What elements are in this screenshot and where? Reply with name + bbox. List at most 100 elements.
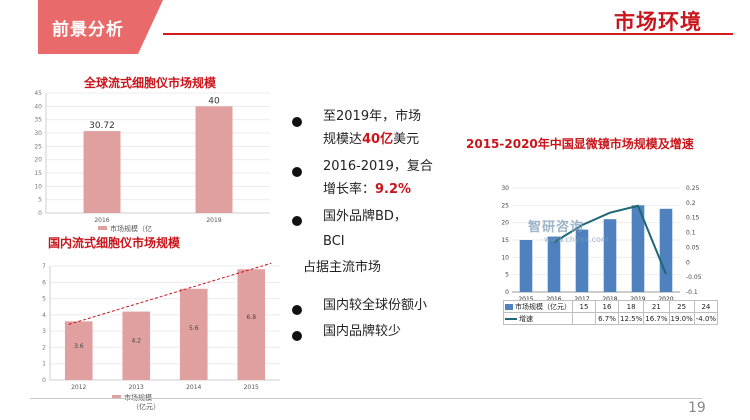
x-tick-label: 2018 [602,296,617,303]
table-cell: 25 [668,300,695,313]
chart3-title: 2015-2020年中国显微镜市场规模及增速 [466,137,694,151]
y-tick-label: 7 [42,263,46,270]
microscope-data-table: 市场规模（亿元） 15 16 18 21 25 24 增速 6.7% 12.5% 16.7% 1… [503,300,719,325]
chart2-title: 国内流式细胞仪市场规模 [48,236,181,250]
table-cell: 16 [595,300,619,313]
x-tick-label: 2020 [658,296,673,303]
y2-tick-label: 0.05 [686,244,700,251]
legend-label: 市场规模 [124,393,152,402]
bullet-dot [292,117,302,127]
bar [237,269,266,380]
data-label: 5.6 [189,325,199,332]
legend-text: 市场规模（亿元） [515,302,571,311]
legend-line [505,317,517,320]
bar [575,229,589,292]
y-tick-label: 20 [34,157,42,164]
y2-tick-label: 0.1 [686,230,696,237]
table-row: 增速 6.7% 12.5% 16.7% 19.0% -4.0% [503,312,719,325]
table-cell: -4.0% [693,312,719,325]
bullet-3-line1: 国外品牌BD， [323,209,407,224]
legend-swatch [505,303,513,310]
x-tick-label: 2015 [244,384,259,391]
bullet-1: 至2019年，市场 规模达40亿美元 [323,105,421,151]
y-tick-label: 20 [501,220,509,227]
data-label: 30.72 [89,121,115,131]
data-label: 40 [208,96,220,106]
y-tick-label: 0 [38,210,42,217]
bar [195,106,233,213]
bullet-dot [292,331,302,341]
y2-tick-label: -0.05 [686,274,702,281]
table-cell: 15 [572,300,596,313]
y-tick-label: 0 [505,289,509,296]
y-tick-label: 10 [501,254,509,261]
microscope-market-chart: 0 5 10 15 20 25 30 -0.1 -0.05 0 0.05 0.1 0.15 0.2 0.25… [501,185,702,303]
x-tick-label: 2019 [206,217,221,224]
bullet-2-line1: 2016-2019，复合 [323,159,433,174]
slide-title: 市场环境 [614,10,702,34]
data-label: 4.2 [131,337,141,344]
y-tick-label: 5 [42,296,46,303]
y-tick-label: 15 [34,170,42,177]
domestic-market-chart: 0 1 2 3 4 5 6 7 2012 3.6 2013 4.2 2014 5.6 2015 6.8 市场规模… [42,262,280,410]
y-tick-label: 3 [42,328,46,335]
bullet-2-line2: 增长率：9.2% [323,178,433,201]
row-label: 市场规模（亿元） [503,300,573,313]
y-tick-label: 45 [34,90,42,97]
section-label: 前景分析 [52,20,124,40]
bullet-2: 2016-2019，复合 增长率：9.2% [323,155,433,201]
table-cell: 16.7% [643,312,670,325]
y-tick-label: 6 [42,279,46,286]
table-cell: 18 [617,300,645,313]
bar [659,208,673,292]
bullet-4: 国内较全球份额小 [323,298,428,313]
y-tick-label: 1 [42,361,46,368]
section-banner: 前景分析 [38,0,163,54]
legend-label: （亿元） [132,402,160,410]
bar [64,321,93,380]
bar [519,240,533,292]
bar [603,219,617,292]
page-number: 19 [688,400,706,416]
legend-label: 市场规模（亿 [110,224,152,233]
bullet-5: 国内品牌较少 [323,324,402,339]
y-tick-label: 0 [42,377,46,384]
y2-tick-label: 0 [686,259,690,266]
growth-line [553,204,667,275]
table-cell [572,312,596,325]
trendline [68,262,272,325]
bar [547,236,561,292]
highlight-value: 9.2% [375,182,412,197]
bar [83,131,121,213]
y2-tick-label: 0.25 [686,185,700,192]
x-tick-label: 2016 [546,296,561,303]
y-tick-label: 4 [42,312,46,319]
y-tick-label: 35 [34,117,42,124]
data-label: 6.8 [246,314,256,321]
bar [631,205,645,292]
footer-divider [30,398,702,399]
bullet-dot [292,305,302,315]
bullet-3-line2: BCI [323,234,345,249]
header-divider [163,33,733,35]
text: 规模达 [323,132,363,147]
global-market-chart: 0 5 10 15 20 25 30 35 40 45 2016 30.72 2019 40 市场规模（亿 [34,90,270,233]
bullet-1-line2: 规模达40亿美元 [323,128,421,151]
bullet-3-line3: 占据主流市场 [303,260,382,275]
x-tick-label: 2017 [574,296,589,303]
highlight-value: 40亿 [362,132,394,147]
bullet-1-line1: 至2019年，市场 [323,109,422,124]
row-label: 增速 [503,312,573,325]
legend-swatch [112,395,121,399]
x-tick-label: 2019 [630,296,645,303]
table-cell: 12.5% [617,312,645,325]
x-tick-label: 2015 [518,296,533,303]
legend-text: 增速 [519,314,533,323]
y-tick-label: 10 [34,183,42,190]
text: 美元 [393,132,420,147]
data-label: 3.6 [74,343,84,350]
x-tick-label: 2012 [71,384,86,391]
y2-tick-label: -0.1 [686,289,698,296]
table-cell: 24 [693,300,719,313]
banner-shape [38,0,163,54]
